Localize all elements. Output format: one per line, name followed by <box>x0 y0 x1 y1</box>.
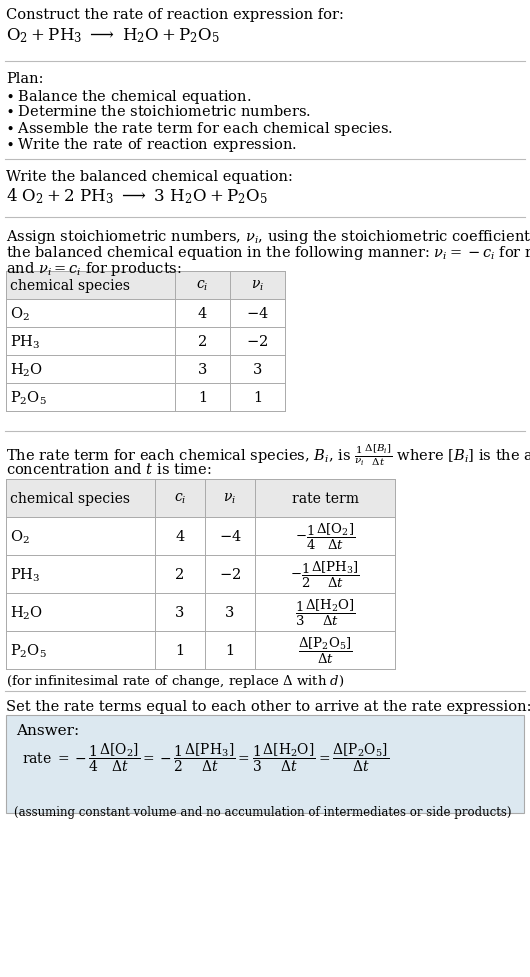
Text: 1: 1 <box>253 391 262 404</box>
Bar <box>6 356 285 384</box>
FancyBboxPatch shape <box>6 715 524 813</box>
Text: Answer:: Answer: <box>16 723 80 738</box>
Text: $\mathrm{H_2O}$: $\mathrm{H_2O}$ <box>10 361 43 378</box>
Text: 3: 3 <box>175 606 184 619</box>
Text: 4: 4 <box>198 307 207 320</box>
Text: Construct the rate of reaction expression for:: Construct the rate of reaction expressio… <box>6 8 344 21</box>
Bar <box>6 556 395 593</box>
Text: and $\nu_i = c_i$ for products:: and $\nu_i = c_i$ for products: <box>6 260 182 277</box>
Text: rate $= -\dfrac{1}{4}\dfrac{\Delta[\mathrm{O_2}]}{\Delta t} = -\dfrac{1}{2}\dfra: rate $= -\dfrac{1}{4}\dfrac{\Delta[\math… <box>22 741 390 773</box>
Text: $\dfrac{\Delta[\mathrm{P_2O_5}]}{\Delta t}$: $\dfrac{\Delta[\mathrm{P_2O_5}]}{\Delta … <box>298 635 352 665</box>
Text: $-4$: $-4$ <box>246 306 269 321</box>
Text: $-\dfrac{1}{2}\dfrac{\Delta[\mathrm{PH_3}]}{\Delta t}$: $-\dfrac{1}{2}\dfrac{\Delta[\mathrm{PH_3… <box>290 559 360 589</box>
Bar <box>6 272 285 300</box>
Text: $\mathrm{O_2 + PH_3 \ \longrightarrow \ H_2O + P_2O_5}$: $\mathrm{O_2 + PH_3 \ \longrightarrow \ … <box>6 26 220 45</box>
Text: 3: 3 <box>253 362 262 376</box>
Text: $-\dfrac{1}{4}\dfrac{\Delta[\mathrm{O_2}]}{\Delta t}$: $-\dfrac{1}{4}\dfrac{\Delta[\mathrm{O_2}… <box>295 522 355 552</box>
Bar <box>6 384 285 411</box>
Text: The rate term for each chemical species, $B_i$, is $\frac{1}{\nu_i}\frac{\Delta[: The rate term for each chemical species,… <box>6 442 530 467</box>
Text: Set the rate terms equal to each other to arrive at the rate expression:: Set the rate terms equal to each other t… <box>6 700 530 713</box>
Text: 1: 1 <box>225 643 235 658</box>
Bar <box>6 480 395 518</box>
Text: $\nu_i$: $\nu_i$ <box>251 278 264 293</box>
Text: 1: 1 <box>198 391 207 404</box>
Text: $\bullet$ Balance the chemical equation.: $\bullet$ Balance the chemical equation. <box>6 88 251 106</box>
Text: $\mathrm{P_2O_5}$: $\mathrm{P_2O_5}$ <box>10 389 47 406</box>
Text: $\mathrm{PH_3}$: $\mathrm{PH_3}$ <box>10 333 40 351</box>
Text: 3: 3 <box>198 362 207 376</box>
Text: $\bullet$ Write the rate of reaction expression.: $\bullet$ Write the rate of reaction exp… <box>6 136 297 153</box>
Text: $\mathrm{H_2O}$: $\mathrm{H_2O}$ <box>10 604 43 621</box>
Text: Plan:: Plan: <box>6 72 43 86</box>
Bar <box>6 300 285 327</box>
Text: $\mathrm{O_2}$: $\mathrm{O_2}$ <box>10 305 30 322</box>
Text: $\bullet$ Determine the stoichiometric numbers.: $\bullet$ Determine the stoichiometric n… <box>6 104 311 119</box>
Bar <box>6 593 395 631</box>
Bar <box>6 327 285 356</box>
Text: $\mathrm{PH_3}$: $\mathrm{PH_3}$ <box>10 566 40 583</box>
Text: concentration and $t$ is time:: concentration and $t$ is time: <box>6 461 211 477</box>
Text: $\mathrm{4 \ O_2 + 2 \ PH_3 \ \longrightarrow \ 3 \ H_2O + P_2O_5}$: $\mathrm{4 \ O_2 + 2 \ PH_3 \ \longright… <box>6 186 268 205</box>
Text: (assuming constant volume and no accumulation of intermediates or side products): (assuming constant volume and no accumul… <box>14 805 511 818</box>
Text: $-2$: $-2$ <box>219 567 241 582</box>
Text: rate term: rate term <box>292 491 358 505</box>
Bar <box>6 518 395 556</box>
Text: $c_i$: $c_i$ <box>174 491 186 506</box>
Text: $\mathrm{P_2O_5}$: $\mathrm{P_2O_5}$ <box>10 642 47 659</box>
Text: 2: 2 <box>198 335 207 349</box>
Text: $\nu_i$: $\nu_i$ <box>224 491 236 506</box>
Text: $-4$: $-4$ <box>218 529 241 544</box>
Text: the balanced chemical equation in the following manner: $\nu_i = -c_i$ for react: the balanced chemical equation in the fo… <box>6 243 530 262</box>
Text: $\dfrac{1}{3}\dfrac{\Delta[\mathrm{H_2O}]}{\Delta t}$: $\dfrac{1}{3}\dfrac{\Delta[\mathrm{H_2O}… <box>295 597 356 627</box>
Text: $-2$: $-2$ <box>246 334 269 349</box>
Bar <box>6 631 395 669</box>
Text: (for infinitesimal rate of change, replace $\Delta$ with $d$): (for infinitesimal rate of change, repla… <box>6 672 344 690</box>
Text: Write the balanced chemical equation:: Write the balanced chemical equation: <box>6 170 293 184</box>
Text: 3: 3 <box>225 606 235 619</box>
Text: chemical species: chemical species <box>10 491 130 505</box>
Text: $\mathrm{O_2}$: $\mathrm{O_2}$ <box>10 528 30 545</box>
Text: 2: 2 <box>175 568 184 581</box>
Text: $\bullet$ Assemble the rate term for each chemical species.: $\bullet$ Assemble the rate term for eac… <box>6 120 393 138</box>
Text: chemical species: chemical species <box>10 278 130 293</box>
Text: $c_i$: $c_i$ <box>196 278 209 293</box>
Text: 4: 4 <box>175 530 184 543</box>
Text: 1: 1 <box>175 643 184 658</box>
Text: Assign stoichiometric numbers, $\nu_i$, using the stoichiometric coefficients, $: Assign stoichiometric numbers, $\nu_i$, … <box>6 228 530 246</box>
